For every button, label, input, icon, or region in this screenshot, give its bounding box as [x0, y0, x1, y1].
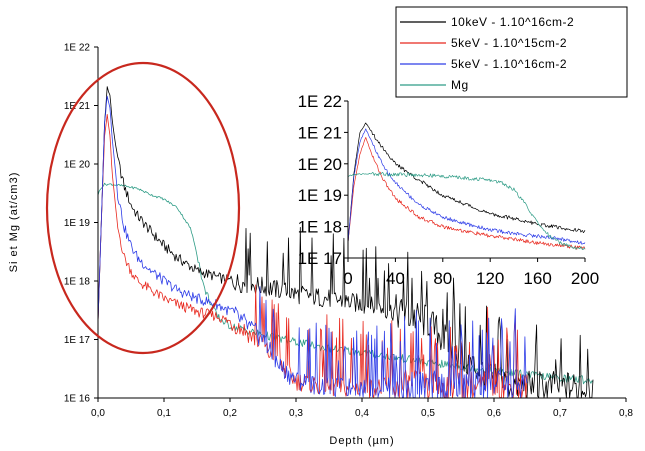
legend: 10keV - 1.10^16cm-2 5keV - 1.10^15cm-2 5ke… — [395, 6, 628, 98]
inset-series-line — [347, 128, 586, 245]
inset-series-line — [348, 172, 586, 251]
legend-label: 10keV - 1.10^16cm-2 — [451, 15, 574, 29]
inset-x-tick-label: 80 — [433, 269, 452, 288]
x-axis-title: Depth (µm) — [329, 435, 394, 447]
highlight-ellipse — [45, 61, 241, 355]
inset-x-tick-label: 120 — [476, 269, 504, 288]
main-x-tick-labels: 0,0 0,1 0,2 0,3 0,4 0,5 0,6 0,7 0,8 — [91, 408, 633, 419]
inset-series-line — [347, 122, 586, 244]
y-tick-label: 1E 16 — [64, 394, 91, 405]
inset-x-tick-labels: 0 40 80 120 160 200 — [343, 269, 599, 288]
inset-x-tick-label: 0 — [343, 269, 352, 288]
y-tick-label: 1E 17 — [64, 335, 91, 346]
x-tick-label: 0,2 — [223, 408, 237, 419]
legend-label: Mg — [451, 78, 469, 92]
inset-y-tick-label: 1E 22 — [298, 92, 342, 111]
main-series-line — [97, 86, 594, 399]
x-tick-label: 0,0 — [91, 408, 105, 419]
x-tick-label: 0,8 — [619, 408, 633, 419]
inset-chart-axes — [344, 100, 586, 262]
inset-x-tick-label: 40 — [386, 269, 405, 288]
inset-y-tick-label: 1E 19 — [298, 186, 342, 205]
x-tick-label: 0,1 — [157, 408, 171, 419]
y-tick-label: 1E 20 — [64, 160, 91, 171]
y-tick-label: 1E 18 — [64, 277, 91, 288]
inset-x-tick-label: 160 — [523, 269, 551, 288]
inset-y-tick-label: 1E 17 — [298, 249, 342, 268]
inset-chart-series — [347, 122, 586, 251]
main-y-tick-labels: 1E 16 1E 17 1E 18 1E 19 1E 20 1E 21 1E 22 — [64, 43, 91, 405]
legend-label: 5keV - 1.10^16cm-2 — [451, 57, 567, 71]
y-tick-label: 1E 22 — [64, 43, 91, 54]
inset-y-tick-label: 1E 18 — [298, 218, 342, 237]
inset-y-tick-label: 1E 20 — [298, 155, 342, 174]
x-tick-label: 0,7 — [553, 408, 567, 419]
main-series-line — [97, 95, 528, 399]
y-axis-title: Si et Mg (at/cm3) — [8, 172, 20, 273]
main-chart-series — [97, 86, 594, 399]
x-tick-label: 0,3 — [289, 408, 303, 419]
x-tick-label: 0,5 — [421, 408, 435, 419]
inset-x-tick-label: 200 — [571, 269, 599, 288]
y-tick-label: 1E 19 — [64, 218, 91, 229]
y-tick-label: 1E 21 — [64, 101, 91, 112]
inset-y-tick-label: 1E 21 — [298, 123, 342, 142]
x-tick-label: 0,6 — [487, 408, 501, 419]
x-tick-label: 0,4 — [355, 408, 369, 419]
inset-series-line — [347, 137, 586, 250]
main-chart-axes — [94, 46, 627, 402]
inset-y-tick-labels: 1E 17 1E 18 1E 19 1E 20 1E 21 1E 22 — [298, 92, 342, 268]
legend-label: 5keV - 1.10^15cm-2 — [451, 36, 567, 50]
